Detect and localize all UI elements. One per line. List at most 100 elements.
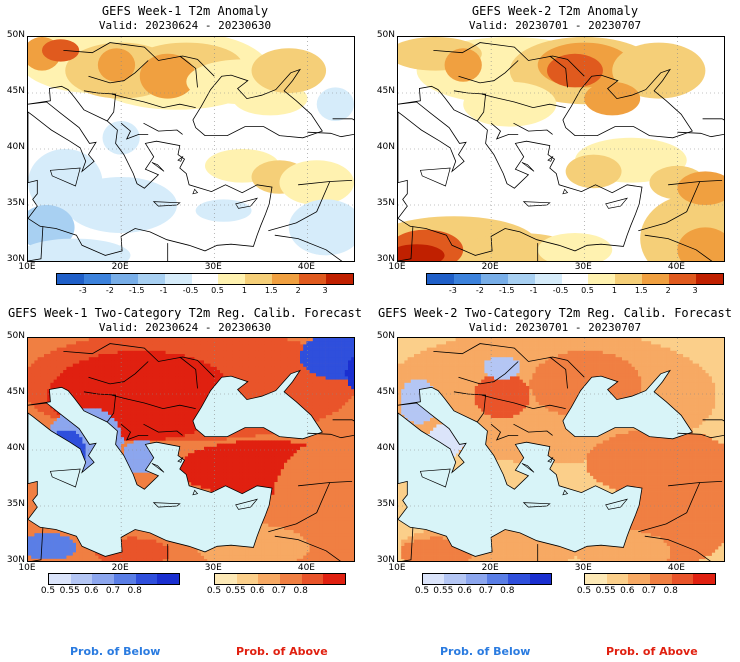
lat-tick-label: 50N — [376, 30, 395, 40]
island-outline — [49, 167, 81, 187]
colorbar-swatch — [465, 574, 487, 584]
country-border — [433, 42, 585, 77]
panel-title: GEFS Week-2 T2m Anomaly — [471, 4, 639, 18]
prob-colorbar-tick-label: 0.7 — [478, 586, 494, 596]
prob-colorbar-tick-label: 0.55 — [595, 586, 616, 596]
prob-colorbar-tick-label: 0.6 — [457, 586, 472, 596]
island-outline — [192, 489, 199, 496]
colorbar-swatch — [606, 574, 629, 584]
lat-tick-label: 45N — [6, 387, 25, 397]
country-border — [179, 356, 198, 389]
lat-tick-label: 40N — [376, 142, 395, 152]
colorbar-swatch — [423, 574, 445, 584]
prob-colorbar-tick-label: 0.7 — [105, 586, 121, 596]
colorbar-tick-label: 1.5 — [264, 286, 278, 295]
anomaly-blob — [195, 199, 252, 222]
colorbar-swatch — [70, 574, 93, 584]
country-border — [638, 482, 701, 533]
colorbar-swatch — [486, 574, 509, 584]
country-border — [179, 55, 198, 88]
lon-tick-label: 20E — [481, 262, 499, 272]
prob-below-text: Prob. of Below — [70, 645, 161, 658]
country-border — [88, 60, 149, 84]
anomaly-blob — [612, 42, 706, 99]
country-border — [143, 122, 183, 135]
prob-colorbar-tick-label: 0.8 — [663, 586, 678, 596]
country-border — [307, 131, 354, 138]
island-outline — [521, 162, 535, 172]
island-outline — [605, 498, 629, 510]
lat-tick-label: 50N — [6, 30, 25, 40]
country-border — [481, 93, 566, 109]
colorbar-tick-label: -2 — [475, 286, 484, 295]
country-border — [549, 55, 568, 88]
colorbar-tick-label: -1.5 — [498, 286, 515, 295]
prob-colorbar-tick-label: 0.8 — [293, 586, 308, 596]
colorbar-swatch — [326, 274, 353, 284]
colorbar-swatch — [218, 274, 246, 284]
colorbar-swatch — [650, 574, 672, 584]
country-border — [453, 391, 487, 423]
colorbar-swatch — [157, 574, 180, 584]
lon-tick-label: 10E — [388, 262, 406, 272]
country-border — [677, 131, 724, 138]
lat-tick-label: 40N — [6, 142, 25, 152]
colorbar-tick-label: 2 — [665, 286, 671, 295]
map-canvas — [398, 338, 724, 561]
country-border — [111, 93, 196, 109]
anomaly-blob — [584, 81, 641, 116]
colorbar-swatch — [561, 274, 589, 284]
colorbar-swatch — [272, 274, 300, 284]
colorbar-tick-label: 2 — [295, 286, 301, 295]
colorbar-swatch — [534, 274, 562, 284]
country-border — [490, 122, 519, 140]
colorbar-tick-label: 1 — [241, 286, 247, 295]
country-border — [702, 118, 724, 121]
island-outline — [49, 468, 81, 488]
anomaly-blob — [537, 233, 613, 261]
lat-tick-label: 40N — [376, 443, 395, 453]
colorbar-tick-label: -1.5 — [128, 286, 145, 295]
country-border — [398, 226, 414, 261]
country-border — [481, 394, 566, 410]
colorbar-swatch — [588, 274, 616, 284]
island-outline — [562, 489, 569, 496]
colorbar-tick-label: -3 — [78, 286, 87, 295]
sea-area — [562, 369, 693, 440]
anomaly-colorbar — [426, 273, 724, 285]
lon-tick-label: 40E — [297, 262, 315, 272]
country-border — [143, 423, 183, 436]
colorbar-swatch — [110, 274, 138, 284]
anomaly-blob — [316, 87, 354, 121]
country-border — [677, 432, 724, 439]
colorbar-swatch — [671, 574, 694, 584]
prob-above-colorbar — [584, 573, 716, 585]
colorbar-tick-label: -0.5 — [182, 286, 199, 295]
country-border — [111, 394, 196, 410]
lon-tick-label: 40E — [667, 563, 685, 573]
colorbar-swatch — [137, 274, 165, 284]
lat-tick-label: 45N — [376, 387, 395, 397]
panel-week2-anomaly: GEFS Week-2 T2m Anomaly Valid: 20230701 … — [370, 0, 740, 300]
colorbar-tick-label: 0.5 — [211, 286, 224, 295]
colorbar-tick-label: -2 — [105, 286, 114, 295]
country-border — [63, 42, 215, 77]
island-outline — [419, 468, 451, 488]
country-border — [332, 118, 354, 121]
colorbar-swatch — [453, 274, 481, 284]
colorbar-swatch — [693, 574, 716, 584]
country-border — [274, 535, 341, 561]
lat-tick-label: 30N — [376, 555, 395, 565]
colorbar-swatch — [49, 574, 71, 584]
country-border — [307, 432, 354, 439]
panel-valid-dates: Valid: 20230624 - 20230630 — [98, 321, 272, 334]
anomaly-blob — [398, 244, 445, 261]
colorbar-tick-label: -0.5 — [552, 286, 569, 295]
country-border — [401, 527, 414, 561]
anomaly-map — [397, 36, 725, 262]
prob-below-colorbar — [48, 573, 180, 585]
panel-valid-dates: Valid: 20230624 - 20230630 — [98, 19, 272, 32]
country-border — [28, 226, 44, 261]
prob-colorbar-tick-label: 0.5 — [206, 586, 222, 596]
anomaly-blob — [139, 53, 196, 99]
